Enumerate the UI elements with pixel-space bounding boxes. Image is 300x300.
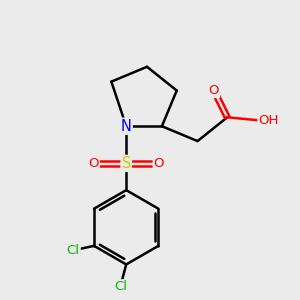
Text: N: N — [121, 119, 132, 134]
Text: O: O — [154, 157, 164, 170]
Text: O: O — [209, 84, 219, 97]
Text: O: O — [88, 157, 99, 170]
Text: OH: OH — [259, 114, 279, 127]
Text: Cl: Cl — [114, 280, 127, 293]
Text: S: S — [122, 156, 131, 171]
Text: Cl: Cl — [67, 244, 80, 257]
